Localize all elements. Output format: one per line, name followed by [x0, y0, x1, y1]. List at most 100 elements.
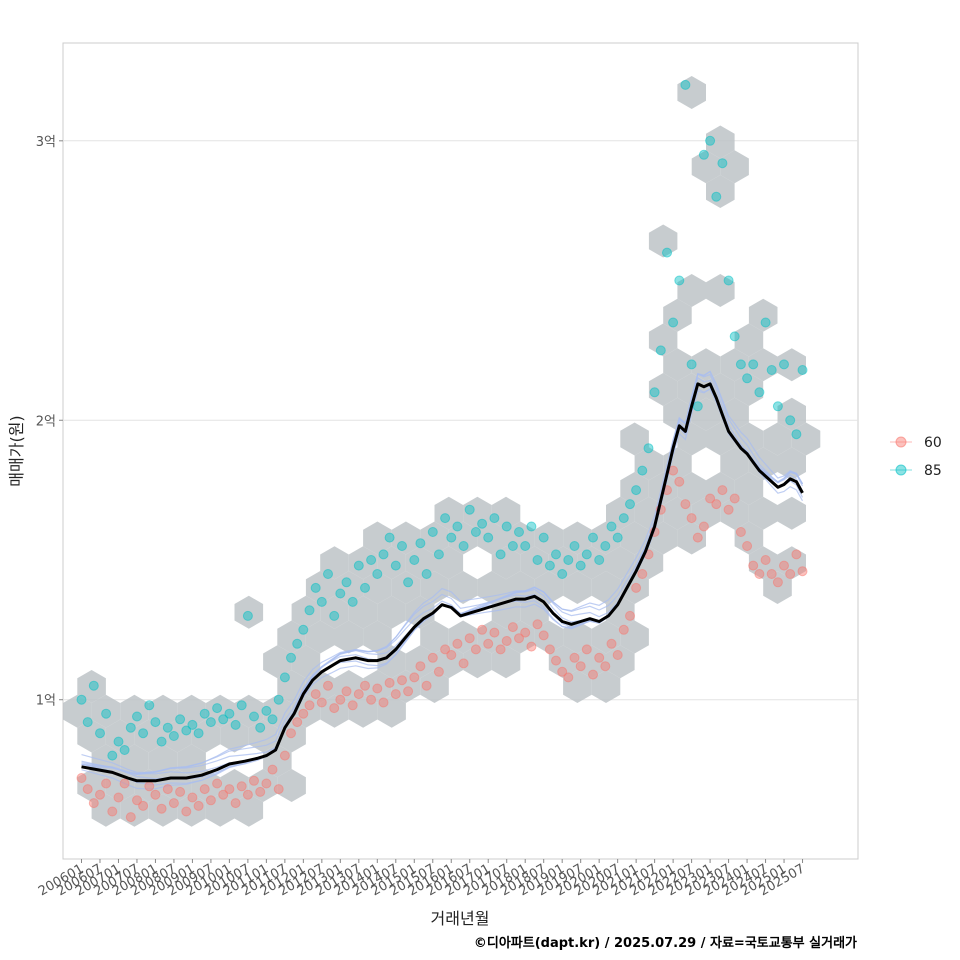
data-point-60 — [489, 627, 500, 638]
hexbin-cell — [348, 694, 378, 728]
data-point-60 — [384, 677, 395, 688]
data-point-60 — [360, 680, 370, 691]
data-point-85 — [520, 541, 531, 551]
data-point-60 — [88, 798, 99, 809]
data-point-85 — [766, 365, 777, 375]
data-point-85 — [125, 722, 136, 733]
hexbin-cell — [691, 348, 721, 382]
data-point-85 — [347, 596, 358, 607]
data-point-85 — [298, 624, 309, 635]
data-point-60 — [335, 694, 346, 705]
data-point-85 — [187, 719, 198, 730]
data-point-60 — [242, 789, 253, 800]
data-point-85 — [427, 527, 438, 537]
hexbin-cell — [291, 595, 321, 629]
data-point-60 — [452, 638, 463, 649]
data-point-85 — [655, 345, 666, 356]
hexbin-cell — [320, 546, 349, 580]
data-point-85 — [162, 722, 173, 733]
hexbin-cell — [734, 373, 764, 406]
hexbin-cell — [663, 496, 692, 530]
data-point-85 — [230, 719, 241, 730]
hexbin-cell — [734, 472, 764, 505]
data-point-60 — [446, 650, 457, 660]
hexbin-cell — [691, 150, 721, 184]
hexbin-cell — [391, 521, 421, 555]
data-point-85 — [76, 694, 87, 705]
hexbin-cell — [520, 546, 549, 580]
data-point-85 — [458, 541, 469, 551]
data-point-85 — [680, 79, 691, 90]
hexbin-cell — [134, 719, 163, 753]
data-point-60 — [347, 700, 358, 711]
hexbin-cell — [163, 719, 192, 753]
data-point-85 — [514, 527, 524, 537]
data-point-60 — [273, 784, 284, 795]
hexbin-cell — [506, 521, 535, 555]
density-contour — [81, 373, 804, 775]
data-point-60 — [538, 630, 549, 641]
hexbin-cell — [548, 645, 578, 679]
data-point-85 — [310, 582, 321, 593]
trend-line-layer — [81, 382, 804, 783]
data-point-85 — [711, 191, 722, 202]
data-point-60 — [557, 666, 568, 677]
hexbin-cell — [763, 571, 792, 604]
hexbin-cell — [77, 670, 106, 703]
data-point-60 — [378, 697, 389, 708]
data-point-85 — [372, 569, 383, 579]
data-point-85 — [384, 532, 395, 543]
data-point-60 — [403, 686, 414, 697]
data-point-85 — [242, 610, 253, 621]
hexbin-cell — [234, 793, 264, 827]
hexbin-cell — [77, 719, 106, 753]
data-point-60 — [199, 784, 210, 795]
hexbin-cell — [777, 397, 806, 431]
data-point-60 — [261, 778, 272, 789]
data-point-85 — [360, 582, 370, 593]
hexbin-cell — [677, 76, 706, 109]
data-point-60 — [421, 680, 432, 691]
hexbin-cell — [534, 521, 564, 555]
data-point-85 — [551, 549, 561, 560]
data-point-85 — [643, 443, 654, 454]
hexbin-cell — [591, 571, 621, 604]
data-point-60 — [569, 652, 580, 663]
data-point-85 — [82, 717, 93, 728]
hexbin-cell — [648, 521, 678, 555]
data-point-85 — [717, 158, 728, 169]
data-point-60 — [341, 686, 352, 697]
data-point-85 — [403, 577, 414, 588]
data-point-60 — [150, 789, 161, 800]
data-point-60 — [464, 633, 475, 644]
y-tick-label: 2억 — [36, 414, 56, 429]
data-point-60 — [113, 792, 124, 803]
hexbin-cell — [263, 694, 292, 728]
hexbin-cell — [477, 571, 506, 604]
hexbin-cell — [648, 373, 678, 406]
hexbin-cell — [677, 472, 706, 505]
hexbin-cell — [691, 397, 721, 431]
data-point-60 — [754, 569, 765, 579]
data-point-85 — [267, 714, 278, 725]
data-point-85 — [538, 532, 549, 543]
data-point-85 — [236, 700, 247, 711]
data-point-60 — [618, 624, 629, 635]
data-point-60 — [181, 806, 192, 817]
data-point-85 — [785, 415, 796, 426]
data-point-85 — [88, 680, 99, 691]
data-point-85 — [501, 521, 512, 532]
data-point-85 — [366, 555, 377, 565]
hexbin-cell — [763, 422, 792, 456]
hexbin-cell — [177, 744, 206, 778]
data-point-60 — [631, 582, 642, 593]
data-point-85 — [662, 247, 672, 258]
data-point-85 — [495, 549, 506, 560]
data-point-85 — [292, 638, 303, 649]
data-point-60 — [187, 792, 198, 803]
data-point-85 — [625, 499, 635, 510]
hexbin-cell — [491, 496, 521, 530]
data-point-60 — [723, 504, 734, 515]
hexbin-cell — [148, 694, 178, 728]
